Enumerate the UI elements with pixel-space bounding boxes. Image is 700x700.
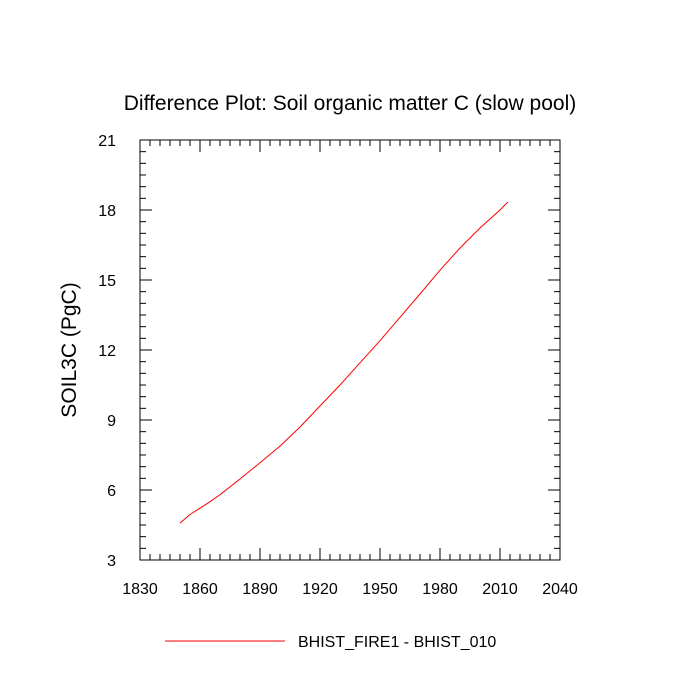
y-tick-label: 15 — [98, 273, 116, 290]
y-tick-label: 9 — [107, 413, 116, 430]
series-line — [179, 201, 509, 524]
x-axis: 1830 1860 1890 1920 1950 1980 2010 2040 — [122, 140, 578, 598]
chart-title: Difference Plot: Soil organic matter C (… — [124, 92, 576, 115]
x-tick-label: 2010 — [482, 581, 518, 598]
y-axis: 3 6 9 12 15 18 21 — [98, 133, 560, 570]
y-tick-label: 3 — [107, 553, 116, 570]
x-tick-label: 1920 — [302, 581, 338, 598]
x-tick-label: 1980 — [422, 581, 458, 598]
x-tick-label: 1950 — [362, 581, 398, 598]
x-tick-label: 1830 — [122, 581, 158, 598]
y-tick-label: 6 — [107, 483, 116, 500]
plot-frame — [139, 139, 561, 561]
y-axis-label: SOIL3C (PgC) — [58, 282, 81, 417]
y-tick-label: 18 — [98, 203, 116, 220]
legend: BHIST_FIRE1 - BHIST_010 — [165, 634, 496, 651]
y-tick-label: 12 — [98, 343, 116, 360]
y-tick-label: 21 — [98, 133, 116, 150]
x-tick-label: 2040 — [542, 581, 578, 598]
x-tick-label: 1860 — [182, 581, 218, 598]
x-tick-label: 1890 — [242, 581, 278, 598]
legend-label: BHIST_FIRE1 - BHIST_010 — [298, 634, 496, 651]
series-layer — [179, 201, 509, 524]
